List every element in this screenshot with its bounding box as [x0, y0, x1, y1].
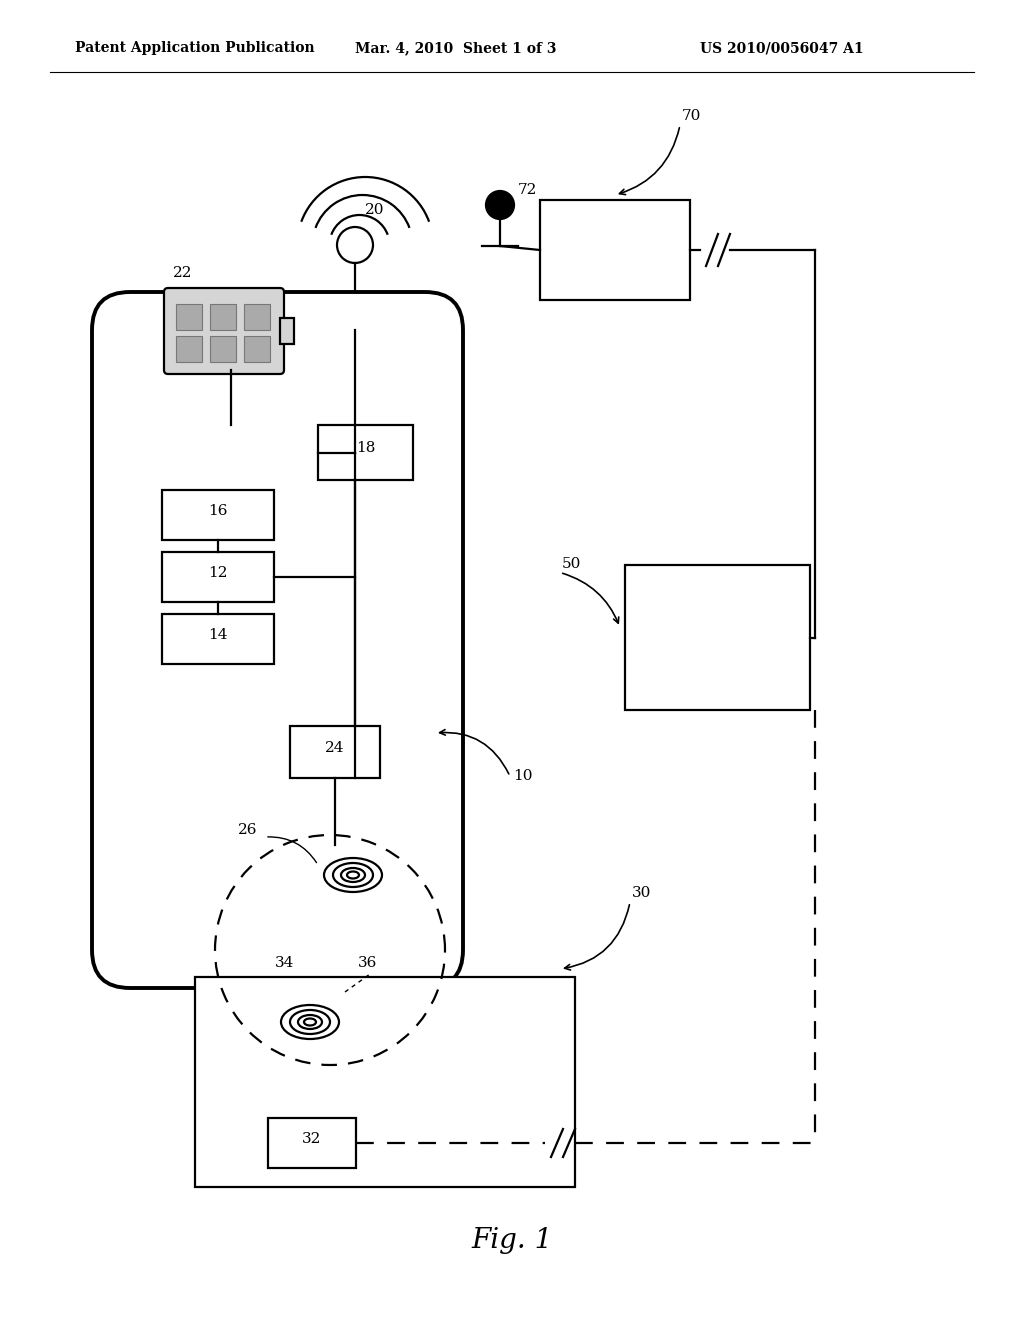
Text: 12: 12 — [208, 566, 227, 579]
Text: 36: 36 — [358, 956, 378, 970]
Text: Fig. 1: Fig. 1 — [471, 1226, 553, 1254]
Text: Mar. 4, 2010  Sheet 1 of 3: Mar. 4, 2010 Sheet 1 of 3 — [355, 41, 556, 55]
Bar — [540, 201, 690, 300]
Text: 18: 18 — [355, 441, 375, 455]
FancyBboxPatch shape — [92, 292, 463, 987]
Text: 22: 22 — [173, 267, 193, 280]
Text: 34: 34 — [275, 956, 294, 970]
Text: 32: 32 — [302, 1133, 322, 1146]
Bar — [176, 337, 202, 362]
Text: 14: 14 — [208, 628, 227, 642]
Bar — [290, 726, 380, 777]
Bar — [195, 977, 575, 1187]
Bar — [280, 318, 294, 345]
FancyBboxPatch shape — [164, 288, 284, 374]
Text: 72: 72 — [518, 183, 538, 197]
Bar — [162, 490, 274, 540]
Text: US 2010/0056047 A1: US 2010/0056047 A1 — [700, 41, 863, 55]
Bar — [244, 304, 270, 330]
Circle shape — [486, 191, 514, 219]
Bar — [176, 304, 202, 330]
Bar — [210, 304, 236, 330]
Text: 50: 50 — [562, 557, 582, 570]
Bar — [318, 425, 413, 480]
Text: 10: 10 — [513, 768, 532, 783]
Bar — [162, 552, 274, 602]
Text: Patent Application Publication: Patent Application Publication — [75, 41, 314, 55]
Bar — [162, 614, 274, 664]
Bar — [625, 565, 810, 710]
Text: 20: 20 — [365, 203, 384, 216]
Bar — [244, 337, 270, 362]
Text: 30: 30 — [632, 886, 651, 900]
Text: 24: 24 — [326, 741, 345, 755]
Bar — [210, 337, 236, 362]
Text: 70: 70 — [682, 110, 701, 123]
Text: 26: 26 — [238, 822, 257, 837]
Bar — [268, 1118, 356, 1168]
Text: 16: 16 — [208, 504, 227, 517]
